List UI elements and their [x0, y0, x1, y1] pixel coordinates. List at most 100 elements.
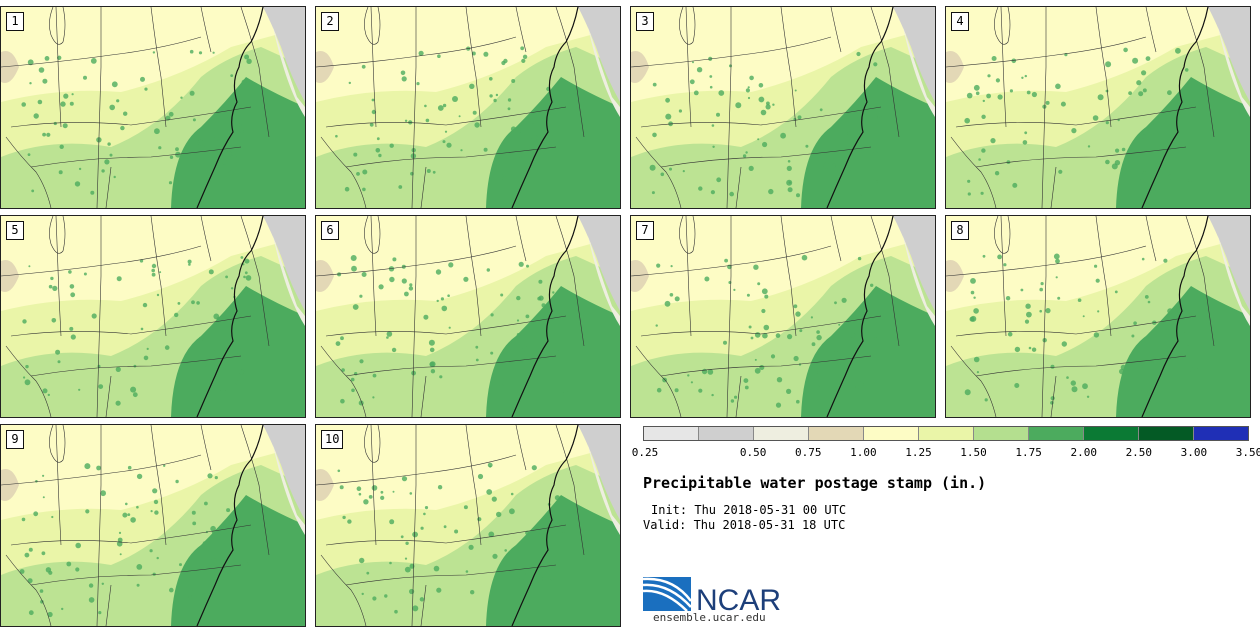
coastline [1141, 216, 1209, 417]
pw-band-2p0 [486, 495, 620, 626]
convective-cells [335, 255, 569, 406]
color-bar-swatch [809, 427, 864, 440]
pw-band-2p0 [801, 286, 935, 417]
low-pw-edge [588, 236, 620, 326]
low-pw-edge [903, 236, 935, 326]
color-bar-tick-label: 3.00 [1180, 446, 1208, 459]
convective-cells [964, 253, 1198, 405]
state-boundaries [1, 7, 270, 208]
color-bar-swatch [1194, 427, 1248, 440]
precip-water-map [631, 7, 935, 208]
precip-water-map [1, 216, 305, 417]
color-bar-swatch [1029, 427, 1084, 440]
low-pw-region [263, 425, 305, 520]
state-boundaries [946, 7, 1215, 208]
dry-region [631, 51, 649, 83]
low-pw-region [578, 216, 620, 311]
precip-water-map [316, 216, 620, 417]
low-pw-region [893, 7, 935, 102]
low-pw-edge [588, 445, 620, 535]
color-bar-tick-label: 2.50 [1125, 446, 1153, 459]
state-boundaries [316, 425, 585, 626]
precip-water-map [946, 216, 1250, 417]
member-label: 10 [321, 430, 344, 449]
site-url: ensemble.ucar.edu [653, 611, 766, 624]
color-bar-tick-label: 1.00 [850, 446, 877, 459]
pw-band-2p0 [801, 77, 935, 208]
low-pw-region [893, 216, 935, 311]
color-bar-swatch [699, 427, 754, 440]
coastline [826, 7, 894, 208]
state-boundaries [631, 216, 900, 417]
low-pw-edge [273, 445, 305, 535]
coastline [1141, 7, 1209, 208]
color-bar-swatch [919, 427, 974, 440]
color-bar [643, 426, 1249, 441]
low-pw-edge [273, 27, 305, 117]
precip-water-map [1, 425, 305, 626]
convective-cells [335, 46, 553, 194]
color-bar-swatch [1139, 427, 1194, 440]
member-label: 9 [6, 430, 24, 449]
convective-cells [21, 49, 252, 195]
low-pw-region [1208, 7, 1250, 102]
pw-band-2p0 [486, 286, 620, 417]
member-panel-4: 4 [945, 6, 1251, 209]
precip-water-map [316, 7, 620, 208]
low-pw-edge [1218, 27, 1250, 117]
dry-region [1, 260, 19, 292]
pw-band-2p0 [1116, 286, 1250, 417]
precip-water-map [316, 425, 620, 626]
color-bar-tick-label: 2.00 [1070, 446, 1097, 459]
dry-region [316, 260, 334, 292]
lake-outline [364, 7, 381, 45]
precip-water-map [631, 216, 935, 417]
low-pw-region [578, 425, 620, 520]
pw-band-2p0 [171, 286, 305, 417]
member-panel-3: 3 [630, 6, 936, 209]
dry-region [316, 51, 334, 83]
coastline [196, 7, 264, 208]
color-bar-swatch [754, 427, 809, 440]
lake-outline [994, 7, 1011, 45]
ncar-logo: NCAR [643, 577, 781, 617]
member-panel-9: 9 [0, 424, 306, 627]
lake-outline [49, 425, 66, 463]
low-pw-edge [1218, 236, 1250, 326]
coastline [511, 216, 579, 417]
dry-region [631, 260, 649, 292]
color-bar-swatch [644, 427, 699, 440]
member-panel-5: 5 [0, 215, 306, 418]
member-panel-1: 1 [0, 6, 306, 209]
color-bar-tick-label: 1.25 [905, 446, 932, 459]
color-bar-tick-label: 0.75 [795, 446, 822, 459]
state-boundaries [946, 216, 1215, 417]
member-label: 7 [636, 221, 654, 240]
valid-time: Valid: Thu 2018-05-31 18 UTC [643, 518, 846, 532]
low-pw-edge [588, 27, 620, 117]
state-boundaries [1, 425, 270, 626]
low-pw-edge [273, 236, 305, 326]
state-boundaries [316, 7, 585, 208]
convective-cells [655, 254, 878, 408]
member-label: 6 [321, 221, 339, 240]
member-panel-6: 6 [315, 215, 621, 418]
color-bar-tick-label: 0.25 [631, 446, 659, 459]
coastline [196, 216, 264, 417]
lake-outline [679, 7, 696, 45]
member-panel-8: 8 [945, 215, 1251, 418]
dry-region [946, 260, 964, 292]
color-bar-tick-label: 3.50 [1235, 446, 1260, 459]
convective-cells [337, 462, 566, 614]
logo-wordmark: NCAR [696, 584, 781, 617]
member-label: 3 [636, 12, 654, 31]
pw-band-2p0 [486, 77, 620, 208]
state-boundaries [316, 216, 585, 417]
member-panel-2: 2 [315, 6, 621, 209]
lake-outline [49, 216, 66, 254]
color-bar-swatch [864, 427, 919, 440]
member-label: 2 [321, 12, 339, 31]
member-label: 5 [6, 221, 24, 240]
product-title: Precipitable water postage stamp (in.) [643, 474, 987, 492]
pw-band-2p0 [171, 77, 305, 208]
